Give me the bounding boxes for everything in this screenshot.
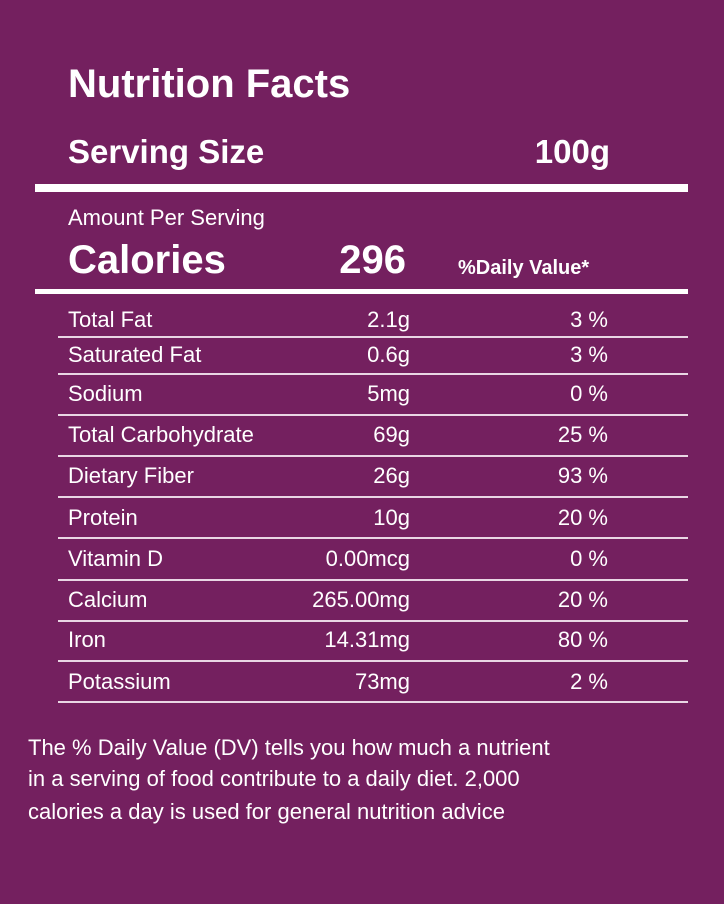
nutrient-name: Total Fat: [68, 307, 153, 332]
nutrient-dv: 3 %: [570, 307, 608, 332]
nutrient-name: Saturated Fat: [68, 342, 202, 367]
row-line: [58, 373, 688, 375]
row-line: [58, 660, 688, 662]
nutrient-dv: 80 %: [557, 627, 608, 652]
amount-label: Amount Per Serving: [68, 205, 265, 230]
nutrient-name: Potassium: [68, 669, 171, 694]
row-line: [58, 496, 688, 498]
divider: [35, 289, 688, 294]
dv-header: %Daily Value*: [458, 257, 590, 279]
footer-line: in a serving of food contribute to a dai…: [28, 766, 520, 791]
footer-line: calories a day is used for general nutri…: [28, 799, 505, 824]
row-line: [58, 579, 688, 581]
nutrient-amount: 69g: [373, 422, 410, 447]
nutrient-dv: 20 %: [557, 505, 608, 530]
nutrient-amount: 0.00mcg: [325, 546, 410, 571]
nutrient-name: Sodium: [68, 381, 143, 406]
nutrient-dv: 25 %: [557, 422, 608, 447]
nutrient-dv: 0 %: [570, 546, 608, 571]
row-line: [58, 336, 688, 338]
nutrient-amount: 5mg: [367, 381, 410, 406]
calories-label: Calories: [68, 238, 226, 282]
nutrient-amount: 0.6g: [367, 342, 410, 367]
title: Nutrition Facts: [68, 62, 351, 106]
nutrient-name: Protein: [68, 505, 138, 530]
nutrient-amount: 10g: [373, 505, 410, 530]
nutrient-dv: 2 %: [570, 669, 608, 694]
row-line: [58, 537, 688, 539]
divider-thick: [35, 184, 688, 192]
row-line: [58, 455, 688, 457]
serving-label: Serving Size: [68, 133, 265, 170]
nutrient-amount: 73mg: [354, 669, 410, 694]
row-line: [58, 414, 688, 416]
row-line: [58, 701, 688, 703]
nutrient-name: Iron: [68, 627, 106, 652]
row-line: [58, 620, 688, 622]
nutrient-amount: 26g: [373, 463, 410, 488]
nutrient-amount: 14.31mg: [324, 627, 410, 652]
serving-value: 100g: [534, 133, 610, 170]
nutrient-dv: 20 %: [557, 587, 608, 612]
nutrient-name: Total Carbohydrate: [68, 422, 254, 447]
nutrient-amount: 265.00mg: [312, 587, 410, 612]
footer-line: The % Daily Value (DV) tells you how muc…: [28, 735, 550, 760]
nutrient-name: Dietary Fiber: [68, 463, 194, 488]
nutrient-dv: 0 %: [570, 381, 608, 406]
nutrient-dv: 93 %: [557, 463, 608, 488]
nutrient-name: Calcium: [68, 587, 148, 612]
calories-value: 296: [339, 238, 406, 282]
nutrient-amount: 2.1g: [367, 307, 410, 332]
nutrient-name: Vitamin D: [68, 546, 163, 571]
nutrient-dv: 3 %: [570, 342, 608, 367]
